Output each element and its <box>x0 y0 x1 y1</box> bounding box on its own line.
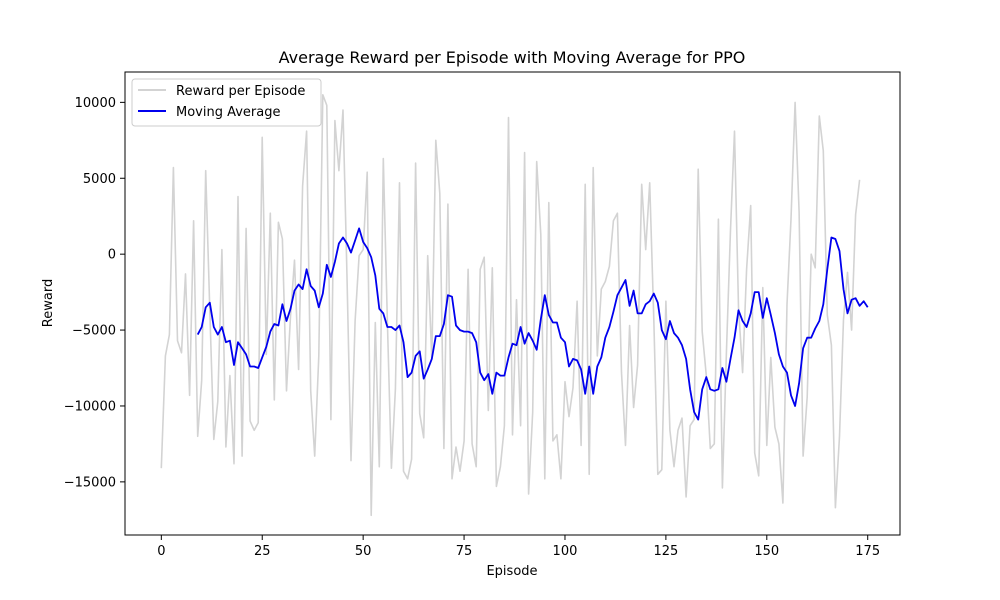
y-tick-label: −10000 <box>64 399 116 414</box>
legend-box <box>131 78 322 127</box>
plot-background <box>125 72 900 535</box>
legend: Reward per Episode Moving Average <box>131 78 322 127</box>
x-tick-label: 0 <box>157 544 165 559</box>
series-line-reward-per-episode <box>160 94 861 517</box>
series-layer <box>160 94 869 517</box>
x-tick-label: 50 <box>355 544 372 559</box>
x-tick-label: 175 <box>855 544 880 559</box>
chart-title: Average Reward per Episode with Moving A… <box>279 48 746 67</box>
y-tick-label: 0 <box>108 248 116 263</box>
y-tick-label: 10000 <box>75 96 116 111</box>
series-line-moving-average <box>196 227 869 421</box>
x-tick-label: 125 <box>653 544 678 559</box>
legend-label-reward: Reward per Episode <box>176 84 305 99</box>
x-tick-label: 150 <box>754 544 779 559</box>
y-axis-label: Reward <box>41 279 56 327</box>
y-axis-ticks: −15000 −10000 −5000 0 5000 10000 <box>64 96 125 490</box>
y-tick-label: −15000 <box>64 475 116 490</box>
legend-label-moving-average: Moving Average <box>176 105 280 120</box>
x-axis-label: Episode <box>486 564 537 579</box>
y-tick-label: −5000 <box>72 324 116 339</box>
x-axis-ticks: 0 25 50 75 100 125 150 175 <box>157 535 880 559</box>
x-tick-label: 100 <box>553 544 578 559</box>
x-tick-label: 75 <box>456 544 473 559</box>
y-tick-label: 5000 <box>83 172 116 187</box>
x-tick-label: 25 <box>254 544 271 559</box>
plot-frame <box>124 71 901 536</box>
